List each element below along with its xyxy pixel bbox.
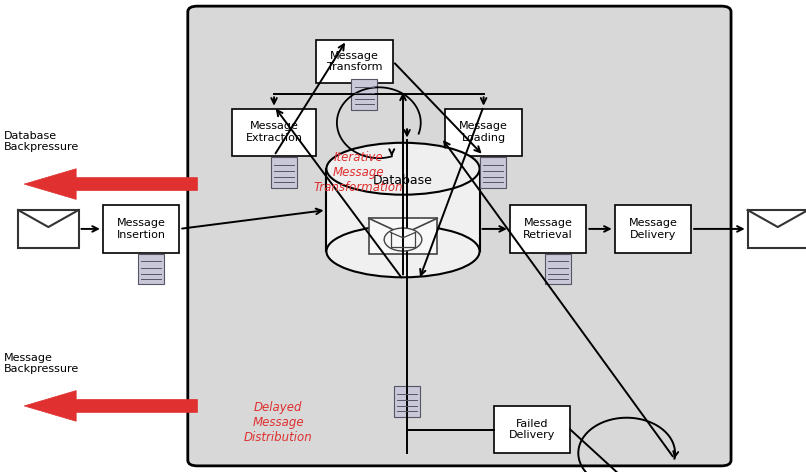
Text: Database
Backpressure: Database Backpressure xyxy=(4,131,79,152)
Bar xyxy=(103,205,179,253)
Polygon shape xyxy=(24,391,197,421)
Bar xyxy=(394,386,420,417)
Bar xyxy=(545,254,571,284)
Bar xyxy=(326,169,480,251)
Text: Database: Database xyxy=(373,174,433,187)
Text: Message
Backpressure: Message Backpressure xyxy=(4,353,79,374)
Ellipse shape xyxy=(326,225,480,277)
Bar xyxy=(510,205,587,253)
Ellipse shape xyxy=(384,228,422,251)
Text: Message
Loading: Message Loading xyxy=(459,121,508,143)
Bar xyxy=(232,109,316,156)
Text: Message
Insertion: Message Insertion xyxy=(117,218,165,240)
Bar xyxy=(138,254,164,284)
Text: Delayed
Message
Distribution: Delayed Message Distribution xyxy=(243,401,313,444)
Text: Message
Delivery: Message Delivery xyxy=(629,218,677,240)
Bar xyxy=(747,210,806,248)
Bar xyxy=(271,157,297,187)
Text: Failed
Delivery: Failed Delivery xyxy=(509,419,555,440)
FancyBboxPatch shape xyxy=(188,6,731,466)
Polygon shape xyxy=(24,169,197,199)
Bar xyxy=(615,205,691,253)
Bar xyxy=(369,218,437,254)
Bar xyxy=(351,79,377,110)
Bar xyxy=(316,40,393,83)
Text: Message
Retrieval: Message Retrieval xyxy=(523,218,573,240)
Text: Message
Transform: Message Transform xyxy=(327,51,382,72)
Bar xyxy=(493,406,571,453)
Text: Message
Extraction: Message Extraction xyxy=(246,121,302,143)
Bar xyxy=(480,157,506,187)
Bar xyxy=(18,210,79,248)
Bar xyxy=(445,109,522,156)
Ellipse shape xyxy=(326,143,480,194)
Text: Iterative
Message
Transformation: Iterative Message Transformation xyxy=(314,151,404,194)
